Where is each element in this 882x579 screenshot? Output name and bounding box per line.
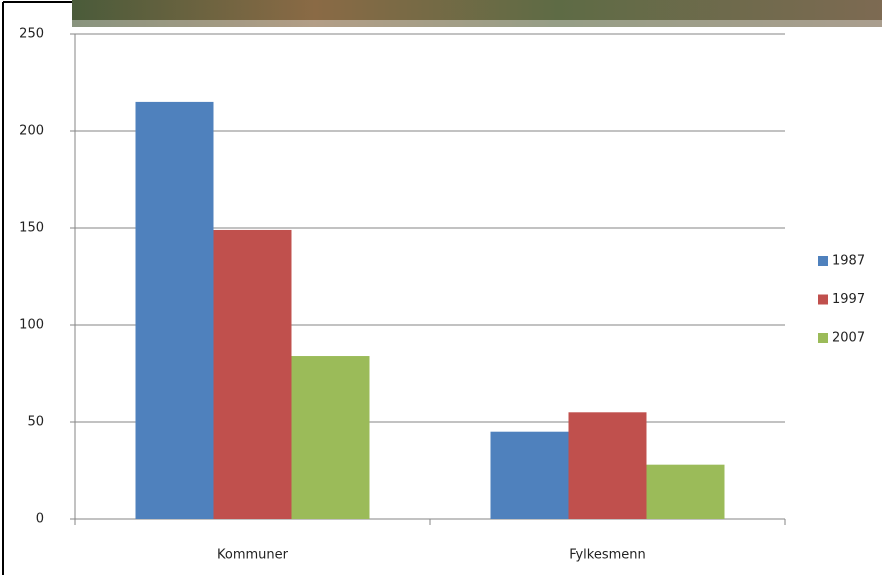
- chart: 0 50 100 150 200 250 Kommuner Fylkesmenn 1987 199…: [0, 0, 882, 575]
- y-tick-label: 0: [36, 512, 44, 527]
- y-tick-label: 100: [19, 318, 44, 333]
- bar: [292, 356, 370, 519]
- x-tick-label: Fylkesmenn: [569, 548, 646, 563]
- y-tick-label: 50: [27, 415, 44, 430]
- legend-swatch: [818, 256, 828, 266]
- legend-label: 1987: [832, 254, 865, 269]
- legend-swatch: [818, 333, 828, 343]
- legend-label: 2007: [832, 331, 865, 346]
- bar: [491, 432, 569, 519]
- legend-swatch: [818, 295, 828, 305]
- y-tick-label: 200: [19, 124, 44, 139]
- bar: [136, 102, 214, 519]
- bar: [647, 465, 725, 519]
- x-tick-label: Kommuner: [217, 548, 289, 563]
- photo-fade: [72, 20, 882, 27]
- bar: [569, 412, 647, 519]
- bar: [214, 230, 292, 519]
- y-tick-label: 150: [19, 221, 44, 236]
- legend-label: 1997: [832, 292, 865, 307]
- y-tick-label: 250: [19, 27, 44, 42]
